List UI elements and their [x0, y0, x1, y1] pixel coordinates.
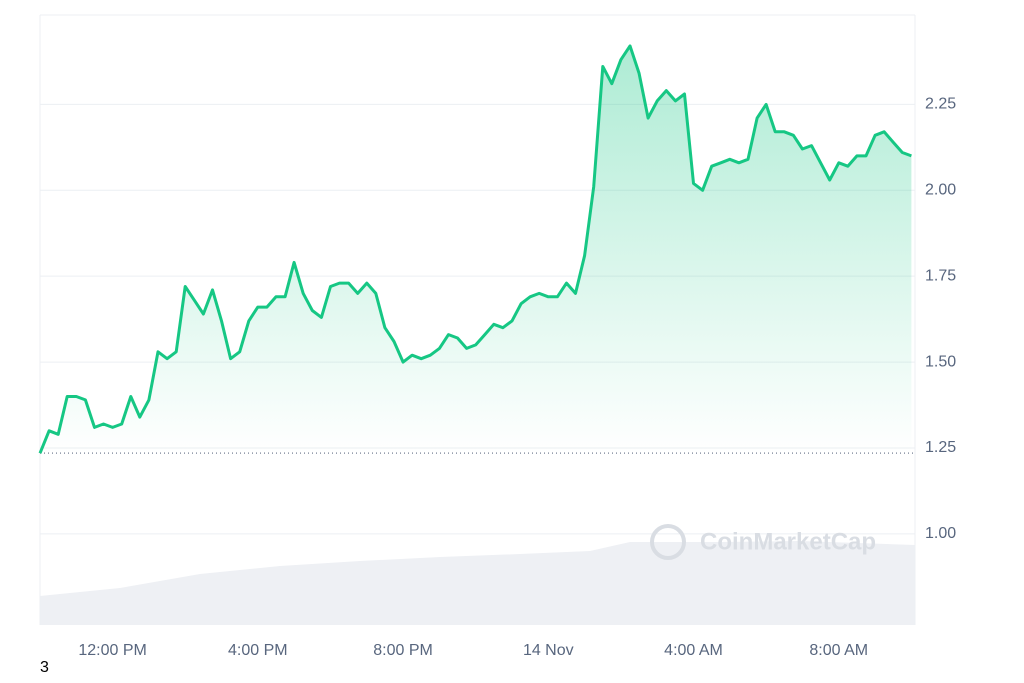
x-tick-label: 12:00 PM — [78, 642, 146, 659]
x-tick-label: 4:00 AM — [664, 642, 723, 659]
x-tick-label: 14 Nov — [523, 642, 574, 659]
y-tick-label: 1.75 — [925, 267, 956, 284]
x-tick-label: 8:00 PM — [373, 642, 433, 659]
x-tick-label: 4:00 PM — [228, 642, 288, 659]
y-tick-label: 1.25 — [925, 439, 956, 456]
footnote: 3 — [40, 659, 49, 676]
watermark-logo — [650, 524, 686, 560]
price-area — [40, 45, 912, 454]
y-tick-label: 1.00 — [925, 525, 956, 542]
y-tick-label: 2.25 — [925, 96, 956, 113]
y-tick-label: 1.50 — [925, 353, 956, 370]
price-line — [38, 44, 912, 454]
y-tick-label: 2.00 — [925, 181, 956, 198]
x-tick-label: 8:00 AM — [809, 642, 868, 659]
watermark: CoinMarketCap — [700, 528, 876, 555]
volume-area — [40, 541, 915, 625]
